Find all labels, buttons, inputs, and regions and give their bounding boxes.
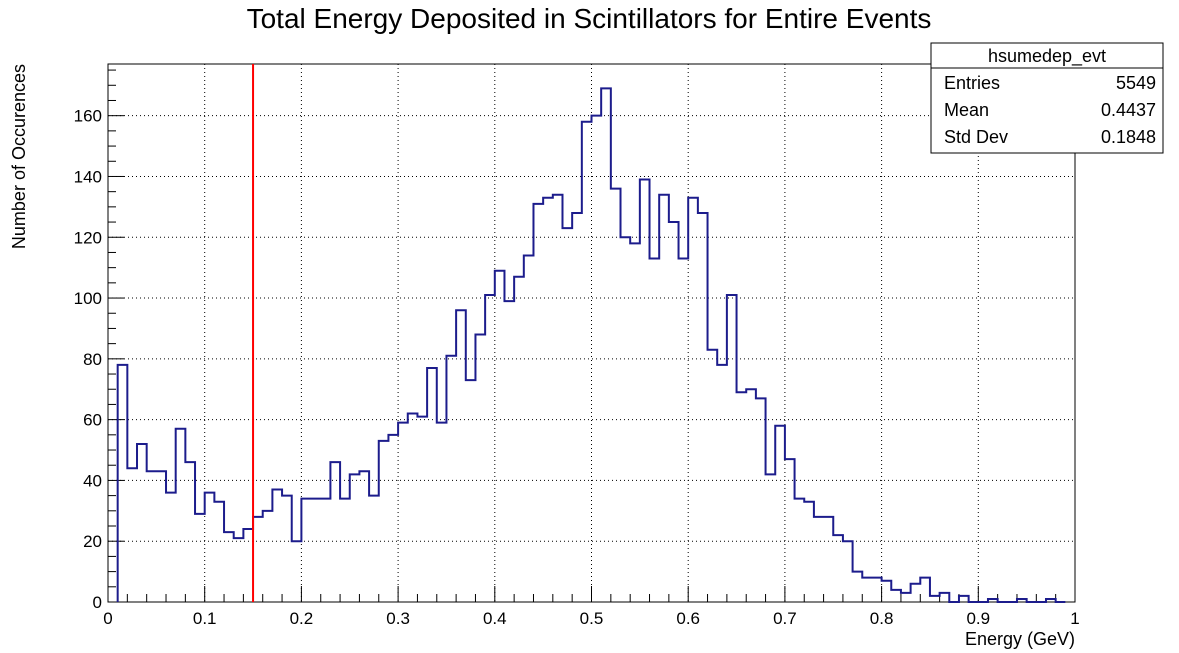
x-tick-label: 0.8 <box>870 609 894 628</box>
y-tick-label: 80 <box>83 350 102 369</box>
x-tick-label: 0.1 <box>193 609 217 628</box>
x-tick-label: 0 <box>103 609 112 628</box>
y-tick-label: 0 <box>93 593 102 612</box>
stats-entries-label: Entries <box>944 73 1000 93</box>
stats-stddev-value: 0.1848 <box>1101 127 1156 147</box>
x-axis-label: Energy (GeV) <box>965 629 1075 649</box>
stats-box-name: hsumedep_evt <box>988 46 1106 67</box>
histogram-series <box>116 87 1066 603</box>
tick-labels: 0 0.1 0.2 0.3 0.4 0.5 0.6 0.7 0.8 0.9 1 0 20 40 60 80 10… <box>74 107 1080 628</box>
y-tick-label: 40 <box>83 471 102 490</box>
x-tick-label: 1 <box>1070 609 1079 628</box>
y-tick-label: 120 <box>74 228 102 247</box>
x-tick-label: 0.3 <box>386 609 410 628</box>
y-axis-label: Number of Occurences <box>9 64 29 249</box>
stats-mean-label: Mean <box>944 100 989 120</box>
axis-ticks <box>107 69 1076 603</box>
x-tick-label: 0.7 <box>773 609 797 628</box>
chart-title: Total Energy Deposited in Scintillators … <box>247 3 932 34</box>
y-tick-label: 140 <box>74 167 102 186</box>
stats-stddev-label: Std Dev <box>944 127 1008 147</box>
y-tick-label: 20 <box>83 532 102 551</box>
stats-box: hsumedep_evt Entries 5549 Mean 0.4437 St… <box>930 42 1164 154</box>
x-tick-label: 0.4 <box>483 609 507 628</box>
y-tick-label: 60 <box>83 411 102 430</box>
stats-mean-value: 0.4437 <box>1101 100 1156 120</box>
x-tick-label: 0.9 <box>966 609 990 628</box>
x-tick-label: 0.5 <box>580 609 604 628</box>
stats-box-frame <box>930 42 1164 154</box>
x-tick-label: 0.2 <box>290 609 314 628</box>
stats-entries-value: 5549 <box>1116 73 1156 93</box>
y-tick-label: 100 <box>74 289 102 308</box>
y-tick-label: 160 <box>74 107 102 126</box>
x-tick-label: 0.6 <box>676 609 700 628</box>
